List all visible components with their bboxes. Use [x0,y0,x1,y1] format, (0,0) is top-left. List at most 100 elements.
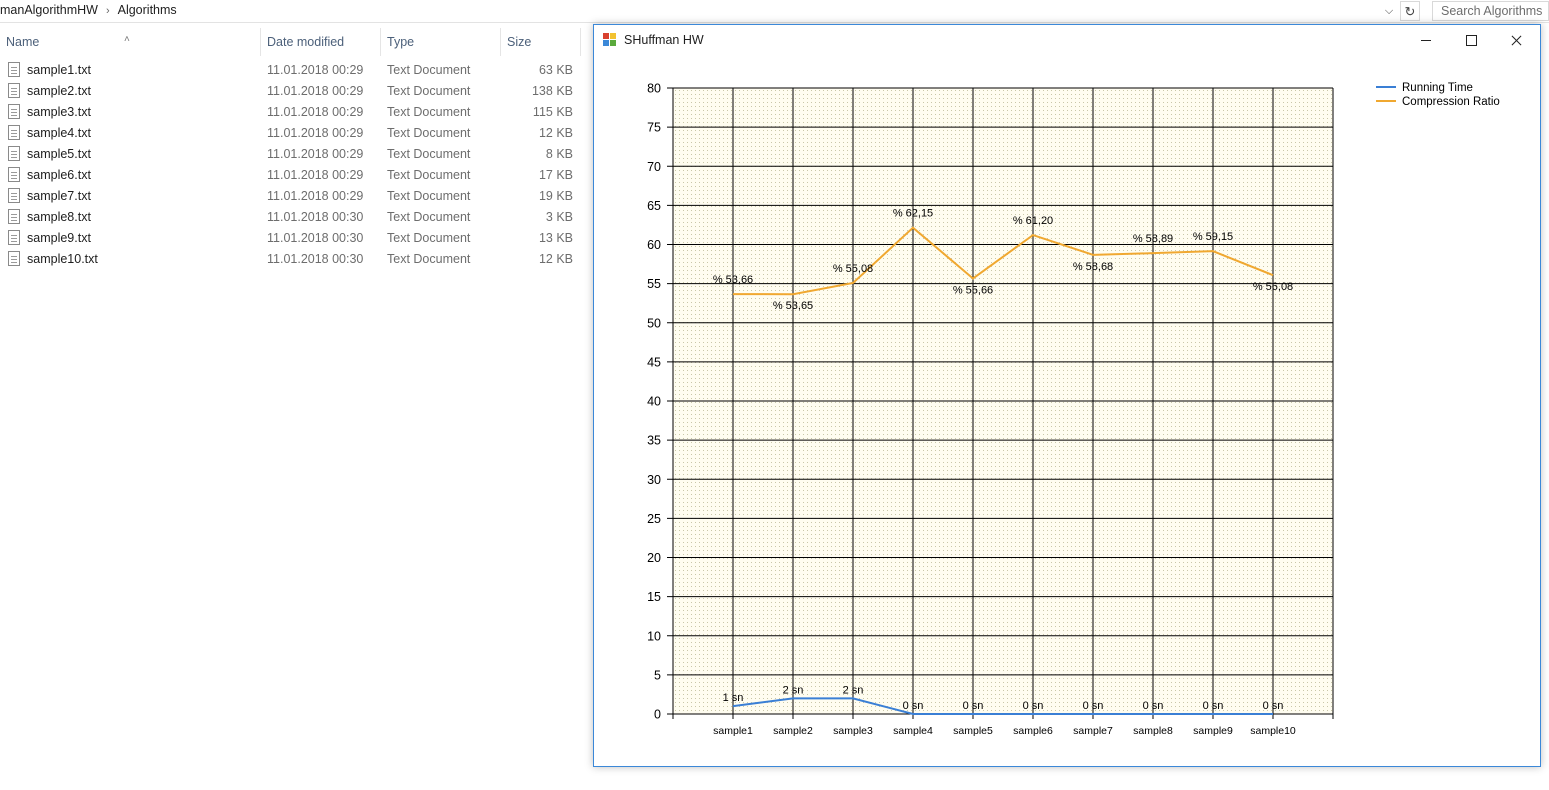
file-row[interactable]: sample3.txt 11.01.2018 00:29 Text Document… [0,102,590,123]
file-type: Text Document [387,189,471,203]
file-size: 19 KB [538,189,573,203]
file-type: Text Document [387,147,471,161]
file-row[interactable]: sample2.txt 11.01.2018 00:29 Text Document… [0,81,590,102]
file-row[interactable]: sample7.txt 11.01.2018 00:29 Text Document… [0,186,590,207]
refresh-icon[interactable]: ↻ [1400,1,1420,21]
minimize-button[interactable] [1404,25,1449,55]
maximize-button[interactable] [1449,25,1494,55]
text-file-icon [8,188,20,203]
text-file-icon [8,209,20,224]
file-name: sample10.txt [27,252,98,266]
x-tick-label: sample1 [713,725,753,737]
address-bar[interactable]: manAlgorithmHW › Algorithms ⌵ ↻ Search Alg… [0,0,1549,23]
y-tick-label: 0 [654,708,661,722]
file-size: 12 KB [538,252,573,266]
file-name: sample2.txt [27,84,91,98]
chevron-right-icon: › [105,5,110,17]
file-type: Text Document [387,126,471,140]
text-file-icon [8,146,20,161]
file-type: Text Document [387,210,471,224]
y-tick-label: 40 [647,395,661,409]
compression-ratio-data-label: % 56,08 [1253,281,1293,293]
y-tick-label: 65 [647,199,661,213]
file-date: 11.01.2018 00:29 [267,189,364,203]
file-name: sample1.txt [27,63,91,77]
column-size[interactable]: Size [501,28,581,56]
column-name[interactable]: Name ˄ [0,28,261,56]
file-size: 138 KB [531,84,573,98]
y-tick-label: 75 [647,121,661,135]
x-tick-label: sample8 [1133,725,1173,737]
file-size: 13 KB [538,231,573,245]
file-row[interactable]: sample5.txt 11.01.2018 00:29 Text Document… [0,144,590,165]
file-size: 12 KB [538,126,573,140]
y-tick-label: 45 [647,355,661,369]
file-row[interactable]: sample9.txt 11.01.2018 00:30 Text Document… [0,228,590,249]
file-type: Text Document [387,63,471,77]
column-date-label: Date modified [267,35,345,49]
sort-ascending-icon: ˄ [124,34,130,45]
breadcrumb-item-current[interactable]: Algorithms [117,3,177,17]
file-name: sample9.txt [27,231,91,245]
compression-ratio-data-label: % 55,08 [833,263,873,275]
file-size: 3 KB [545,210,573,224]
file-date: 11.01.2018 00:29 [267,105,364,119]
y-tick-label: 30 [647,473,661,487]
x-tick-label: sample10 [1250,725,1296,737]
breadcrumb-item-parent[interactable]: manAlgorithmHW [0,3,98,17]
running-time-data-label: 0 sn [1083,700,1104,712]
y-tick-label: 55 [647,277,661,291]
file-type: Text Document [387,168,471,182]
search-placeholder: Search Algorithms [1441,4,1543,18]
file-date: 11.01.2018 00:29 [267,126,364,140]
text-file-icon [8,104,20,119]
chart-window[interactable]: SHuffman HW 0 5 10 15 20 25 30 35 40 45 50 55 60 65 70… [593,24,1541,767]
breadcrumb: manAlgorithmHW › Algorithms [0,3,177,17]
file-row[interactable]: sample10.txt 11.01.2018 00:30 Text Documen… [0,249,590,270]
running-time-data-label: 1 sn [723,692,744,704]
column-type[interactable]: Type [381,28,501,56]
running-time-data-label: 0 sn [1203,700,1224,712]
file-date: 11.01.2018 00:29 [267,147,364,161]
text-file-icon [8,62,20,77]
running-time-data-label: 0 sn [1023,700,1044,712]
text-file-icon [8,167,20,182]
legend-entry: Running Time [1402,82,1473,94]
file-size: 63 KB [538,63,573,77]
file-row[interactable]: sample8.txt 11.01.2018 00:30 Text Document… [0,207,590,228]
compression-ratio-data-label: % 59,15 [1193,231,1233,243]
search-input[interactable]: Search Algorithms [1432,1,1549,21]
running-time-line [732,697,1273,715]
file-date: 11.01.2018 00:30 [267,210,364,224]
running-time-data-label: 2 sn [783,684,804,696]
x-tick-label: sample6 [1013,725,1053,737]
text-file-icon [8,125,20,140]
file-size: 17 KB [538,168,573,182]
file-name: sample4.txt [27,126,91,140]
text-file-icon [8,83,20,98]
x-tick-label: sample9 [1193,725,1233,737]
file-row[interactable]: sample1.txt 11.01.2018 00:29 Text Document… [0,60,590,81]
compression-ratio-data-label: % 62,15 [893,208,933,220]
file-row[interactable]: sample4.txt 11.01.2018 00:29 Text Document… [0,123,590,144]
y-tick-label: 70 [647,160,661,174]
line-chart: 0 5 10 15 20 25 30 35 40 45 50 55 60 65 70 75 80 sample1… [647,82,1500,738]
file-name: sample5.txt [27,147,91,161]
running-time-data-label: 0 sn [903,700,924,712]
column-name-label: Name [6,35,40,49]
file-date: 11.01.2018 00:30 [267,231,364,245]
x-tick-label: sample7 [1073,725,1113,737]
file-date: 11.01.2018 00:30 [267,252,364,266]
y-tick-label: 5 [654,668,661,682]
file-type: Text Document [387,252,471,266]
running-time-data-label: 0 sn [963,700,984,712]
title-bar[interactable]: SHuffman HW [594,25,1540,55]
file-row[interactable]: sample6.txt 11.01.2018 00:29 Text Document… [0,165,590,186]
column-date-modified[interactable]: Date modified [261,28,381,56]
window-title: SHuffman HW [624,33,704,47]
file-type: Text Document [387,84,471,98]
file-name: sample8.txt [27,210,91,224]
chevron-down-icon[interactable]: ⌵ [1384,5,1394,17]
compression-ratio-data-label: % 53,65 [773,300,813,312]
legend-entry: Compression Ratio [1402,96,1500,108]
